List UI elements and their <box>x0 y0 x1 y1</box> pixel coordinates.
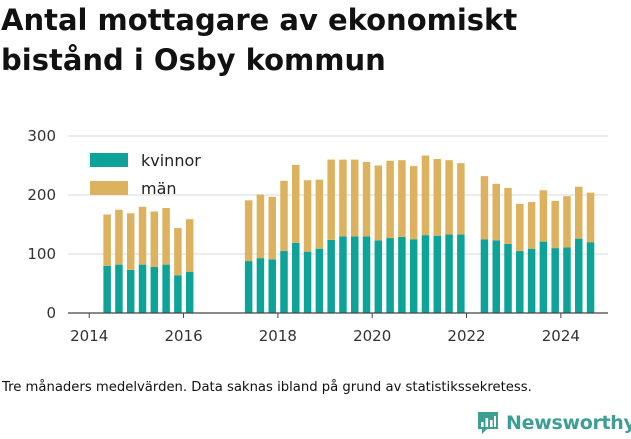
bar-kvinnor <box>421 235 430 313</box>
bar-kvinnor <box>586 242 595 313</box>
bar-man <box>563 196 571 248</box>
y-tick-label: 100 <box>27 245 56 263</box>
chart: 0 100 200 300 2014 2016 2018 2020 2022 2024 kvinn… <box>27 127 608 345</box>
bar-man <box>174 228 182 276</box>
bar-kvinnor <box>350 236 359 313</box>
bar-kvinnor <box>492 240 500 313</box>
x-tick-label: 2022 <box>447 327 485 345</box>
bar-kvinnor <box>150 266 159 313</box>
y-tick-label: 200 <box>27 186 56 204</box>
bar-kvinnor <box>504 243 512 313</box>
bar-kvinnor <box>386 238 394 313</box>
bar-kvinnor <box>280 251 288 313</box>
bar-man <box>126 213 135 270</box>
bar-kvinnor <box>174 275 182 313</box>
bar-kvinnor <box>374 240 383 313</box>
bar-man <box>386 160 394 239</box>
x-tick-label: 2016 <box>164 327 202 345</box>
bar-man <box>551 200 559 249</box>
axes: 0 100 200 300 2014 2016 2018 2020 2022 2024 <box>27 127 608 345</box>
bar-kvinnor <box>563 247 571 313</box>
bar-kvinnor <box>126 269 135 313</box>
bar-man <box>374 165 383 241</box>
bar-man <box>256 194 265 259</box>
bar-kvinnor <box>457 234 465 313</box>
bar-kvinnor <box>244 261 253 313</box>
bar-man <box>103 214 111 266</box>
bar-man <box>315 179 324 249</box>
bar-kvinnor <box>575 238 583 313</box>
bar-man <box>480 176 489 240</box>
legend-swatch-man <box>90 181 128 195</box>
bar-man <box>362 161 371 237</box>
chart-title: Antal mottagare av ekonomiskt bistånd i … <box>1 3 518 77</box>
bar-man <box>303 180 312 252</box>
bar-man <box>457 163 465 235</box>
bar-man <box>492 183 500 241</box>
bar-kvinnor <box>292 242 300 313</box>
bar-kvinnor <box>268 259 276 313</box>
bar-man <box>527 202 536 249</box>
bar-man <box>150 211 159 267</box>
legend-swatch-kvinnor <box>90 153 128 167</box>
bar-man <box>398 160 406 237</box>
bar-man <box>162 207 170 265</box>
bar-man <box>575 186 583 239</box>
bar-kvinnor <box>315 248 324 313</box>
bar-man <box>339 159 347 237</box>
bar-man <box>327 159 335 240</box>
bar-man <box>409 166 418 240</box>
bar-man <box>244 200 253 262</box>
bar-kvinnor <box>398 236 406 313</box>
bar-kvinnor <box>527 248 536 313</box>
bar-kvinnor <box>185 271 194 313</box>
bar-man <box>292 164 300 243</box>
x-tick-label: 2014 <box>70 327 108 345</box>
bar-man <box>433 159 442 236</box>
bar-man <box>539 190 548 242</box>
bar-man <box>115 209 123 265</box>
chart-caption: Tre månaders medelvärden. Data saknas ib… <box>2 380 532 395</box>
bar-kvinnor <box>138 264 147 313</box>
bar-kvinnor <box>327 239 335 313</box>
bar-kvinnor <box>480 239 489 313</box>
bar-kvinnor <box>551 248 559 313</box>
y-tick-label: 0 <box>46 304 56 322</box>
bar-kvinnor <box>256 258 265 313</box>
x-tick-label: 2024 <box>542 327 580 345</box>
bar-kvinnor <box>409 239 418 313</box>
bar-man <box>504 187 512 244</box>
bar-man <box>350 159 359 237</box>
bar-man <box>268 196 276 260</box>
x-tick-label: 2020 <box>353 327 391 345</box>
newsworthy-logo-icon <box>478 412 498 434</box>
x-tick-label: 2018 <box>259 327 297 345</box>
brand-name: Newsworthy <box>506 412 631 434</box>
bar-man <box>138 206 147 265</box>
bar-kvinnor <box>162 264 170 313</box>
brand: Newsworthy <box>476 408 631 438</box>
bar-man <box>445 160 453 235</box>
bar-kvinnor <box>115 264 123 313</box>
bar-man <box>586 192 595 243</box>
bar-kvinnor <box>339 236 347 313</box>
legend-label-man: män <box>141 179 177 198</box>
bar-kvinnor <box>433 235 442 313</box>
bar-man <box>516 203 524 252</box>
bar-kvinnor <box>516 251 524 313</box>
bar-kvinnor <box>103 265 111 313</box>
bar-kvinnor <box>539 241 548 313</box>
legend: kvinnor män <box>90 151 201 198</box>
bar-man <box>280 180 288 252</box>
bar-man <box>185 219 194 272</box>
legend-label-kvinnor: kvinnor <box>141 151 201 170</box>
y-tick-label: 300 <box>27 127 56 145</box>
bar-kvinnor <box>445 234 453 313</box>
bar-man <box>421 155 430 236</box>
bar-kvinnor <box>362 236 371 313</box>
bar-kvinnor <box>303 251 312 313</box>
bars <box>103 155 595 313</box>
